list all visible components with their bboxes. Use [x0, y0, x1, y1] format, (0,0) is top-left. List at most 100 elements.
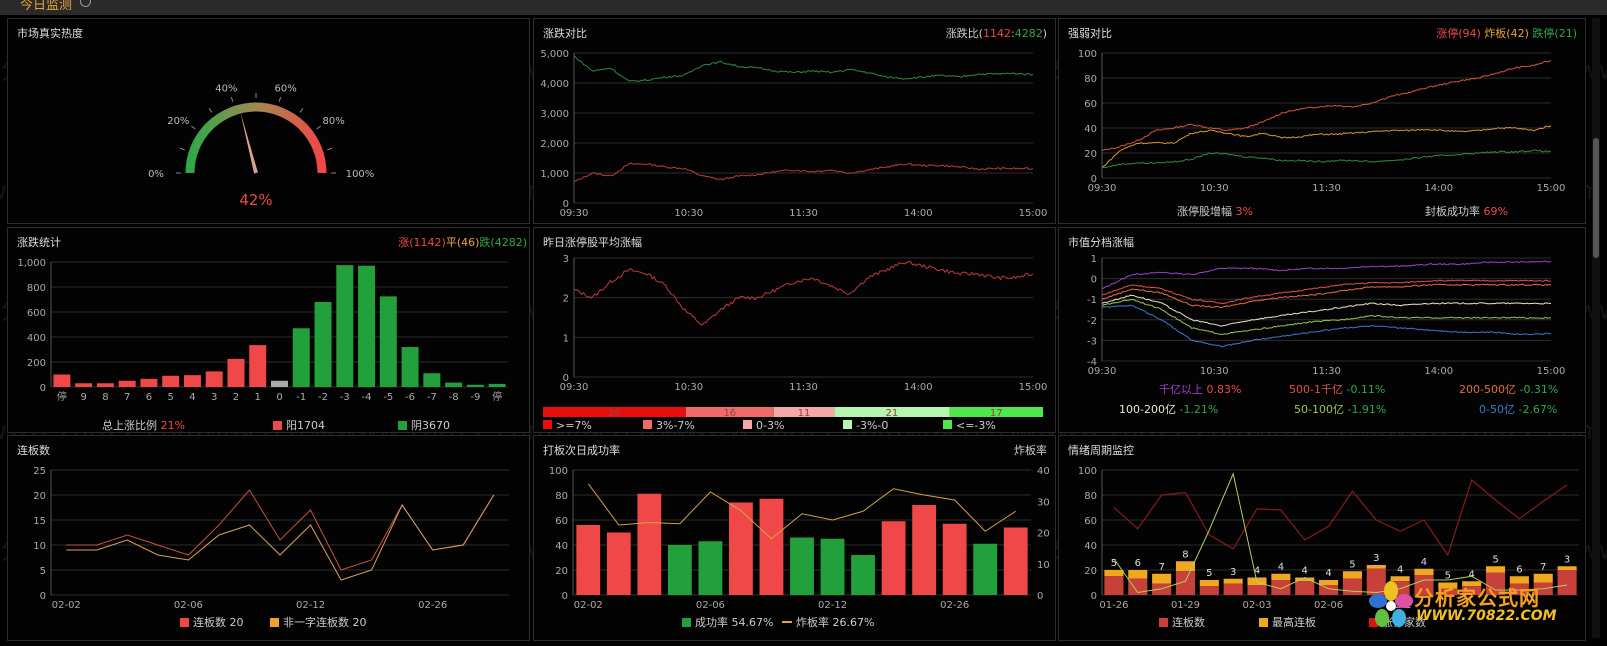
- legend-swatch: [643, 420, 652, 429]
- y-tick-label: 20: [1084, 566, 1097, 577]
- band-segment: [543, 407, 686, 417]
- y-tick-label: 40: [1084, 124, 1097, 135]
- legend-value: -2.67%: [1518, 403, 1558, 416]
- panel-next-day-success: 打板次日成功率 炸板率 0 20 40 60 80 100 0 10 20 30 40 02-02 02…: [533, 435, 1056, 641]
- bar-label: 3: [1373, 553, 1379, 564]
- bar-label: 4: [1421, 557, 1427, 568]
- y-tick-label: 2,000: [540, 139, 569, 150]
- bar-max-board: [1462, 581, 1482, 587]
- x-tick-label: 02-02: [52, 600, 81, 611]
- bar: [314, 302, 332, 387]
- legend-swatch: [943, 420, 952, 429]
- bar-max-board: [1199, 580, 1219, 587]
- y-tick-label: 0: [562, 591, 568, 602]
- bar-lianban: [1104, 576, 1124, 595]
- cycle-chart: 0 20 40 60 80 100 5 6 7 8 5 3 4 4 4 4 5 3 4 4 5 4 5 6 7 3 01-26 01-…: [1078, 466, 1579, 611]
- broken-rate-line: [587, 483, 1017, 540]
- y-tick-label: 600: [27, 308, 46, 319]
- bar-max-board: [1342, 571, 1362, 579]
- x-tick-label: 7: [124, 392, 130, 403]
- legend-label: 0-50亿: [1479, 403, 1515, 416]
- bar-max-board: [1438, 582, 1458, 589]
- legend-swatch: [1259, 618, 1268, 627]
- cap-legend-item: 千亿以上 0.83%: [1159, 381, 1241, 397]
- bar-lianban: [1462, 586, 1482, 595]
- bar: [140, 378, 158, 387]
- legend-label: 连板数: [1172, 616, 1205, 629]
- bar-max-board: [1366, 565, 1386, 569]
- bar: [1003, 527, 1028, 595]
- bar: [912, 505, 937, 595]
- vertical-scrollbar[interactable]: [1592, 18, 1600, 638]
- legend-broken: 炸板率 26.67%: [782, 614, 874, 630]
- bar-max-board: [1485, 566, 1506, 573]
- band-count: 21: [886, 408, 899, 419]
- bar-max-board: [1295, 577, 1315, 582]
- bar-lianban: [1438, 588, 1458, 595]
- panel-title: 强弱对比: [1068, 27, 1112, 40]
- legend-label: 50-100亿: [1294, 403, 1344, 416]
- ratio-value: 21%: [160, 419, 185, 432]
- bar: [488, 383, 506, 387]
- bar: [379, 296, 397, 387]
- y-tick-label: 100: [1078, 466, 1097, 477]
- x-tick-label: 02-06: [1314, 600, 1343, 611]
- updown-chart: 0 1,000 2,000 3,000 4,000 5,000 09:30 10:30 11:3…: [540, 49, 1048, 219]
- bar-label: 5: [1111, 558, 1117, 569]
- x-tick-label: 5: [168, 392, 174, 403]
- x-tick-label: 0: [276, 392, 282, 403]
- info-circle-icon[interactable]: [80, 0, 91, 7]
- y-tick-label: 5: [40, 566, 46, 577]
- bar: [292, 328, 310, 387]
- distribution-chart: 0 200 400 600 800 1,000 停 9 8 7 6 5 4 3 2 1 0 -1 -2 -3 -4 -5 -…: [17, 258, 508, 403]
- x-tick-label: -9: [470, 392, 480, 403]
- bar-label: 4: [1302, 566, 1308, 577]
- x-tick-label: 15:00: [1537, 366, 1566, 377]
- legend-line: [782, 621, 792, 623]
- logo-url: WWW.70822.COM: [1416, 608, 1557, 624]
- gauge-arc: [185, 102, 327, 174]
- legend-swatch: [1369, 618, 1378, 627]
- y-tick-label: 40: [1084, 541, 1097, 552]
- bar-label: 7: [1540, 562, 1546, 573]
- x-tick-label: 09:30: [560, 208, 589, 219]
- x-tick-label: 11:30: [789, 208, 818, 219]
- y-tick-label: 3: [563, 254, 569, 265]
- bar: [183, 375, 201, 387]
- legend-label: 阳1704: [286, 419, 325, 432]
- panel-title: 涨跌对比: [543, 27, 587, 40]
- panel-updown-compare: 涨跌对比 涨跌比(1142:4282) 0 1,000 2,000 3,000 4,00…: [533, 18, 1056, 224]
- bar-label: 5: [1206, 568, 1212, 579]
- x-tick-label: 14:00: [904, 208, 933, 219]
- y-tick-label: 20: [33, 491, 46, 502]
- scrollbar-thumb[interactable]: [1593, 138, 1599, 258]
- y-tick-label: 40: [555, 541, 568, 552]
- cap-legend-item: 200-500亿 -0.31%: [1459, 381, 1558, 397]
- bar: [205, 371, 223, 387]
- bar: [118, 380, 136, 387]
- ratio-label: 涨跌比(: [945, 27, 983, 40]
- bar: [75, 383, 93, 387]
- bar: [249, 345, 267, 387]
- bar-max-board: [1319, 580, 1339, 585]
- y-tick-label: 800: [27, 283, 46, 294]
- x-tick-label: 10:30: [674, 208, 703, 219]
- bar-label: 4: [1254, 566, 1260, 577]
- x-tick-label: 15:00: [1019, 208, 1048, 219]
- bar: [820, 538, 845, 595]
- bar: [401, 347, 419, 387]
- footer-label: 涨停股增幅: [1177, 205, 1232, 218]
- cap-legend-item: 100-200亿 -1.21%: [1119, 401, 1218, 417]
- legend-yang: 阳1704: [273, 417, 325, 432]
- legend-success: 成功率 54.67%: [682, 614, 773, 630]
- bar: [96, 383, 114, 387]
- y-tick-label: 10: [33, 541, 46, 552]
- y2-tick-label: 40: [1037, 466, 1050, 477]
- series-line: [1101, 125, 1552, 169]
- y-tick-label: 0: [563, 373, 569, 384]
- legend-max-board: 最高连板: [1259, 614, 1316, 630]
- bar-label: 4: [1278, 562, 1284, 573]
- gauge-tick-label: 0%: [148, 169, 164, 180]
- bar-max-board: [1533, 573, 1553, 583]
- band-count: 11: [798, 408, 811, 419]
